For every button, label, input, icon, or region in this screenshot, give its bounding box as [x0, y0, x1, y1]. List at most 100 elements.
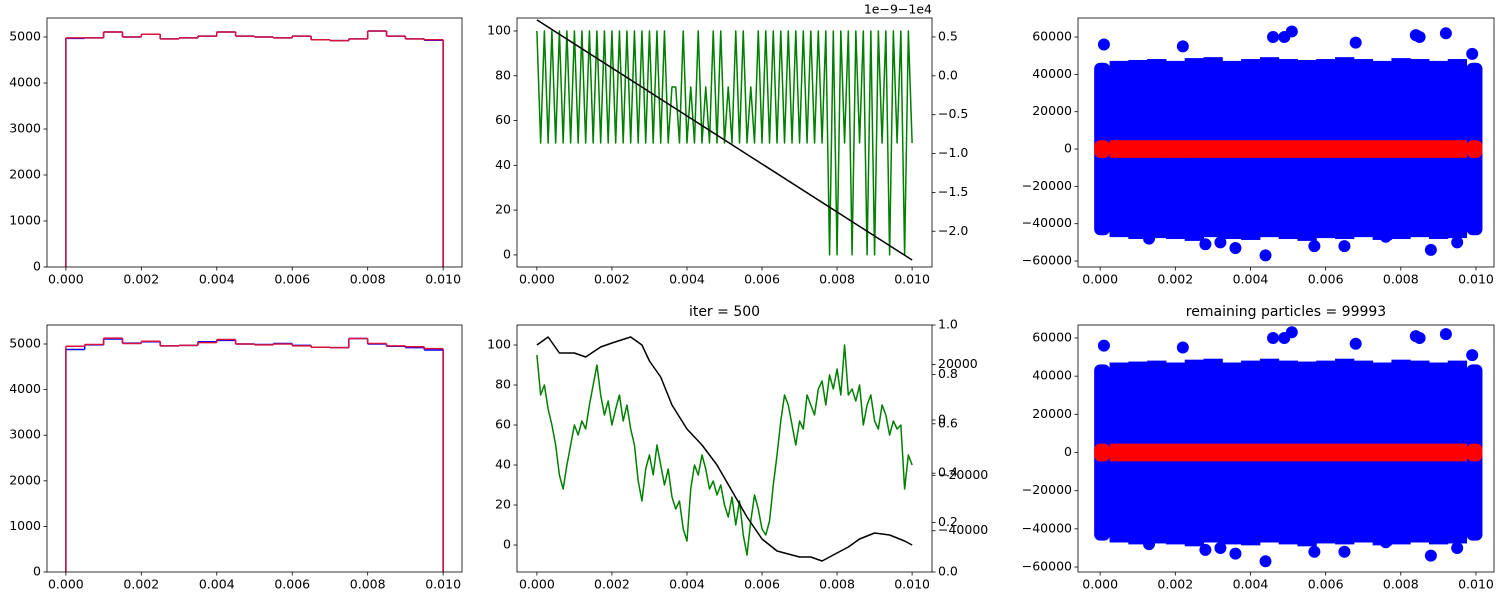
y2-tick-label: −40000: [938, 522, 988, 537]
y2-tick-label: 20000: [938, 356, 978, 371]
y-tick-label: −60000: [1022, 559, 1072, 574]
y-tick-label: 0: [33, 259, 41, 274]
x-tick-label: 0.002: [1157, 272, 1193, 287]
point: [1267, 31, 1280, 44]
x-tick-label: 0.002: [594, 577, 630, 592]
point-cloud: [1428, 140, 1449, 158]
axes-frame: [516, 324, 933, 573]
x-tick-label: 0.010: [1458, 272, 1494, 287]
y2-tick-label: −2.0: [938, 223, 968, 238]
y-tick-label: 0: [503, 537, 511, 552]
y2-tick-label: 0.6: [938, 415, 958, 430]
point: [1199, 238, 1212, 251]
point: [1379, 230, 1392, 243]
x-tick-label: 0.004: [1233, 577, 1269, 592]
y-tick-label: 0: [1064, 444, 1072, 459]
point-cloud: [1410, 443, 1430, 462]
axes-frame: [46, 17, 463, 268]
point-cloud: [1184, 140, 1205, 158]
y2-tick-label: 0.0: [938, 67, 958, 82]
point-cloud: [1109, 443, 1129, 462]
line-series: [536, 336, 913, 562]
point: [1308, 545, 1321, 558]
y2-tick-label: −20000: [938, 467, 988, 482]
x-tick-label: 0.000: [519, 577, 555, 592]
point-cloud: [1410, 140, 1430, 158]
point: [1338, 545, 1351, 558]
line-series: [536, 19, 913, 261]
x-tick-label: 0.010: [894, 272, 930, 287]
point-cloud: [1147, 443, 1167, 462]
point: [1278, 331, 1291, 344]
y-tick-label: 100: [487, 22, 511, 37]
point-cloud: [1128, 443, 1148, 462]
point-cloud: [1128, 140, 1148, 158]
point: [1214, 236, 1227, 249]
x-tick-label: 0.010: [425, 577, 461, 592]
x-tick-label: 0.008: [819, 272, 855, 287]
y-tick-label: −40000: [1022, 520, 1072, 535]
point: [1413, 31, 1426, 44]
point-cloud: [1222, 443, 1242, 462]
y2-tick-label: 0.2: [938, 514, 958, 529]
point: [1259, 249, 1272, 262]
y-tick-label: 3000: [9, 427, 41, 442]
point: [1439, 328, 1452, 341]
point: [1439, 27, 1452, 40]
y-tick-label: 20000: [1032, 103, 1072, 118]
point-cloud: [1466, 443, 1483, 462]
point: [1451, 236, 1464, 249]
point-cloud: [1391, 140, 1411, 158]
x-tick-label: 0.002: [123, 577, 159, 592]
y-tick-label: −40000: [1022, 215, 1072, 230]
point: [1349, 36, 1362, 49]
x-tick-label: 0.002: [123, 272, 159, 287]
x-tick-label: 0.006: [744, 577, 780, 592]
point-cloud: [1278, 443, 1298, 462]
line-series: [536, 30, 913, 256]
x-tick-label: 0.008: [350, 577, 386, 592]
point: [1214, 541, 1227, 554]
point: [1451, 541, 1464, 554]
x-tick-label: 0.006: [1308, 272, 1344, 287]
y-tick-label: 0: [33, 564, 41, 579]
point-cloud: [1259, 443, 1280, 462]
y2-tick-label: −0.5: [938, 106, 968, 121]
point: [1424, 243, 1437, 256]
y-tick-label: 20: [495, 497, 511, 512]
point: [1199, 543, 1212, 556]
x-tick-label: 0.010: [1458, 577, 1494, 592]
y-tick-label: 0: [1064, 141, 1072, 156]
axes-frame: [1077, 324, 1495, 573]
y-tick-label: 60: [495, 417, 511, 432]
x-tick-label: 0.000: [519, 272, 555, 287]
point: [1308, 240, 1321, 253]
point-cloud: [1353, 443, 1374, 462]
y-tick-label: 5000: [9, 336, 41, 351]
point: [1143, 538, 1156, 551]
y-tick-label: −20000: [1022, 482, 1072, 497]
y2-tick-label: 1.0: [938, 317, 958, 332]
y-tick-label: 100: [487, 337, 511, 352]
point: [1379, 536, 1392, 549]
point-cloud: [1372, 443, 1392, 462]
x-tick-label: 0.004: [199, 272, 235, 287]
y-tick-label: 60000: [1032, 329, 1072, 344]
y-tick-label: −60000: [1022, 253, 1072, 268]
point: [1097, 339, 1110, 352]
x-tick-label: 0.006: [744, 272, 780, 287]
point: [1229, 241, 1242, 254]
point: [1278, 31, 1291, 44]
y2-tick-label: 0.0: [938, 564, 958, 579]
point: [1466, 47, 1479, 60]
x-tick-label: 0.000: [1082, 272, 1118, 287]
point-cloud: [1109, 140, 1129, 158]
x-tick-label: 0.008: [1383, 272, 1419, 287]
point: [1349, 337, 1362, 350]
point-cloud: [1335, 140, 1355, 158]
point-cloud: [1316, 443, 1336, 462]
x-tick-label: 0.004: [1233, 272, 1269, 287]
point: [1259, 555, 1272, 568]
line-series: [536, 344, 913, 556]
